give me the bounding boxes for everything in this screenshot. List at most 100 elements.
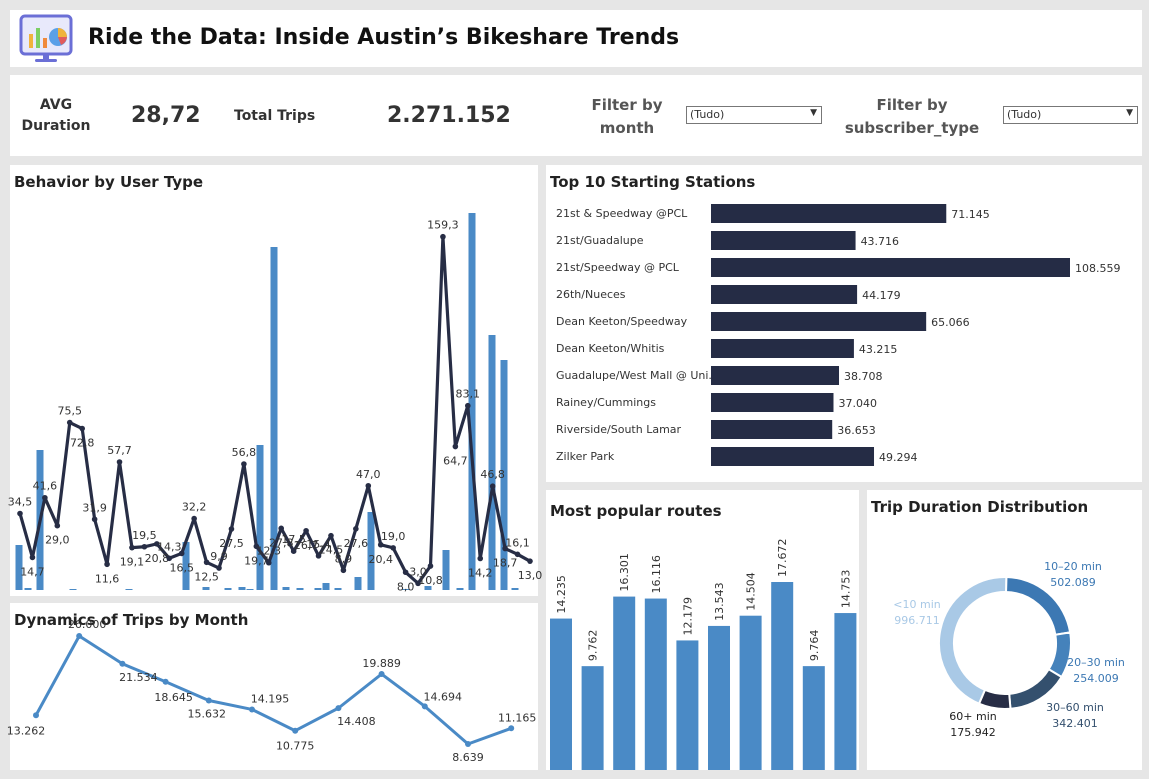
behavior-line-point (402, 569, 409, 576)
behavior-line-point (166, 555, 173, 562)
dynamics-value-label: 19.889 (362, 657, 401, 670)
filter-month-select[interactable]: (Tudo) ▼ (686, 106, 822, 124)
route-value-label: 13.543 (713, 582, 726, 621)
behavior-data-label: 13,0 (518, 569, 543, 582)
filter-month-value: (Tudo) (690, 108, 725, 121)
behavior-line-point (303, 527, 309, 534)
behavior-data-label: 27,5 (219, 537, 244, 550)
behavior-bar (488, 335, 496, 590)
dynamics-value-label: 14.694 (424, 690, 463, 703)
behavior-data-label: 83,1 (456, 388, 481, 401)
station-label: Guadalupe/West Mall @ Uni... (556, 369, 719, 382)
routes-chart: 14.235 9.762 16.301 16.116 12.179 13.543 14.50… (550, 539, 857, 770)
behavior-bar (202, 587, 210, 590)
behavior-data-label: 31,9 (82, 501, 107, 514)
avg-duration-label-line1: AVG (39, 97, 73, 113)
behavior-line-point (178, 550, 185, 557)
dynamics-point (249, 706, 255, 713)
behavior-line-point (42, 494, 48, 501)
station-value-label: 37.040 (838, 397, 877, 410)
behavior-data-label: 20,8 (145, 552, 170, 565)
dynamics-point (76, 633, 83, 639)
station-bar (711, 258, 1070, 277)
behavior-bar (270, 247, 278, 590)
station-label: Dean Keeton/Whitis (556, 342, 665, 355)
dynamics-value-label: 13.262 (7, 724, 46, 737)
route-value-label: 16.116 (650, 555, 663, 594)
behavior-bar (224, 588, 232, 590)
behavior-data-label: 10,8 (418, 574, 443, 587)
behavior-line-point (241, 461, 247, 467)
duration-segment (938, 576, 1008, 705)
chevron-down-icon: ▼ (1126, 108, 1133, 118)
duration-segment-value: 342.401 (1052, 717, 1098, 730)
station-bar (711, 231, 856, 250)
behavior-data-label: 26,7 (294, 539, 319, 552)
duration-segment-name: <10 min (893, 598, 940, 611)
behavior-line-point (365, 482, 372, 489)
behavior-line-point (66, 419, 73, 426)
filter-subscriber-label-line2: subscriber_type (844, 119, 980, 137)
behavior-data-label: 75,5 (58, 405, 83, 418)
behavior-data-label: 64,7 (443, 455, 468, 468)
filter-month-label: Filter by month (586, 94, 668, 140)
page-title: Ride the Data: Inside Austin’s Bikeshare… (88, 25, 680, 50)
station-bar (711, 312, 927, 331)
station-label: Riverside/South Lamar (556, 423, 682, 436)
behavior-bar (402, 589, 410, 590)
route-bar (676, 640, 699, 770)
duration-segment-value: 175.942 (950, 726, 996, 739)
dynamics-value-label: 21.534 (119, 671, 158, 684)
behavior-data-label: 16,5 (169, 561, 194, 574)
duration-title: Trip Duration Distribution (871, 498, 1089, 516)
behavior-data-label: 14,2 (468, 567, 493, 580)
behavior-line-point (154, 541, 160, 547)
behavior-line-point (29, 554, 36, 561)
behavior-line-point (427, 563, 434, 569)
behavior-line-point (527, 558, 533, 564)
behavior-data-label: 9,9 (210, 550, 228, 563)
behavior-bar (354, 577, 362, 590)
behavior-data-label: 8,9 (335, 552, 353, 565)
route-bar (581, 666, 604, 770)
duration-chart: 10–20 min 502.089 20–30 min 254.009 30–60 mi… (893, 560, 1125, 739)
dynamics-point (335, 705, 342, 712)
dynamics-point (508, 725, 515, 732)
behavior-data-label: 34,5 (8, 495, 33, 508)
route-value-label: 14.235 (555, 575, 568, 614)
behavior-bar (367, 512, 375, 590)
behavior-bar (125, 589, 133, 590)
dynamics-line (34, 634, 512, 746)
behavior-bar (246, 589, 254, 590)
behavior-title: Behavior by User Type (14, 173, 204, 191)
dynamics-value-label: 8.639 (452, 751, 484, 764)
dynamics-value-label: 10.775 (276, 740, 315, 753)
behavior-data-label: 20,4 (368, 553, 393, 566)
route-bar (771, 582, 794, 770)
dynamics-point (465, 741, 471, 748)
behavior-line-point (265, 559, 272, 566)
route-bar (550, 618, 572, 770)
behavior-line-point (489, 483, 496, 490)
route-value-label: 12.179 (681, 597, 694, 636)
kpi-panel: AVG Duration 28,72 Total Trips 2.271.152… (10, 75, 1142, 156)
route-bar (613, 596, 636, 770)
behavior-line-point (514, 551, 521, 558)
behavior-data-label: 19,5 (132, 529, 157, 542)
filter-subscriber-select[interactable]: (Tudo) ▼ (1003, 106, 1138, 124)
behavior-line-point (79, 425, 85, 432)
behavior-data-label: 3,0 (409, 565, 427, 578)
total-trips-label: Total Trips (234, 108, 316, 124)
station-label: Dean Keeton/Speedway (556, 315, 688, 328)
duration-segment-value: 254.009 (1073, 672, 1119, 685)
route-bar (708, 625, 730, 770)
station-value-label: 36.653 (837, 424, 876, 437)
avg-duration-value: 28,72 (131, 103, 201, 128)
behavior-line-point (91, 516, 98, 523)
behavior-bar (334, 588, 342, 590)
behavior-data-label: 56,8 (232, 446, 257, 459)
route-value-label: 14.504 (745, 572, 758, 611)
behavior-line-point (415, 580, 421, 587)
duration-segment-value: 502.089 (1050, 576, 1096, 589)
route-value-label: 9.764 (808, 630, 821, 662)
